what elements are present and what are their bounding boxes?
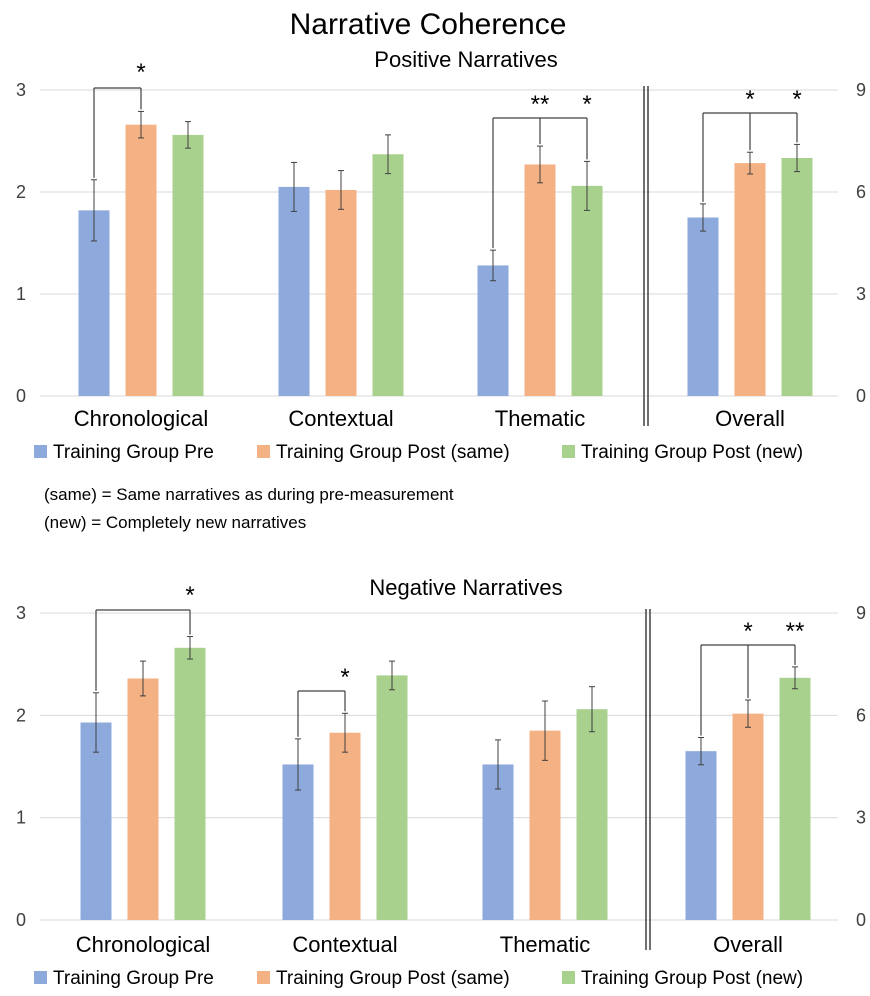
bar-contextual-training-group-post-same <box>325 189 357 396</box>
significance-marker: * <box>185 582 194 609</box>
significance-marker: ** <box>786 618 805 645</box>
bar-chronological-training-group-post-new <box>174 647 206 920</box>
left-axis-tick-label: 1 <box>16 808 26 828</box>
right-axis-tick-label: 3 <box>856 808 866 828</box>
right-axis-tick-label: 6 <box>856 182 866 202</box>
legend-label-training-group-post-new: Training Group Post (new) <box>581 442 803 463</box>
legend-label-training-group-pre: Training Group Pre <box>53 442 214 463</box>
bar-overall-training-group-pre <box>687 217 719 396</box>
significance-marker: * <box>792 86 801 113</box>
category-label-contextual: Contextual <box>292 932 397 957</box>
right-axis-tick-label: 0 <box>856 386 866 406</box>
category-label-chronological: Chronological <box>74 406 209 431</box>
bar-thematic-training-group-pre <box>477 265 509 396</box>
bar-thematic-training-group-post-same <box>524 164 556 396</box>
legend-notes: (same) = Same narratives as during pre-m… <box>44 485 454 532</box>
bar-contextual-training-group-post-new <box>376 675 408 920</box>
right-axis-tick-label: 9 <box>856 80 866 100</box>
left-axis-tick-label: 3 <box>16 603 26 623</box>
legend-swatch-training-group-pre <box>34 445 47 458</box>
left-axis-tick-label: 0 <box>16 910 26 930</box>
negative-narratives-panel: Negative Narratives 0 1 2 3 0 3 6 9 Chronological… <box>16 575 866 957</box>
bar-chronological-training-group-post-same <box>125 124 157 397</box>
left-axis-tick-label: 3 <box>16 80 26 100</box>
figure-title: Narrative Coherence <box>290 8 567 41</box>
legend-swatch-training-group-post-new <box>562 445 575 458</box>
bar-contextual-training-group-pre <box>278 186 310 396</box>
bar-chronological-training-group-post-same <box>127 678 159 920</box>
category-label-thematic: Thematic <box>500 932 590 957</box>
bar-overall-training-group-pre <box>685 751 717 920</box>
legend-top: Training Group Pre Training Group Post (s… <box>34 442 803 463</box>
category-label-overall: Overall <box>713 932 783 957</box>
note-same: (same) = Same narratives as during pre-m… <box>44 485 454 504</box>
legend-swatch-training-group-post-new <box>562 971 575 984</box>
right-axis-tick-label: 0 <box>856 910 866 930</box>
right-axis-tick-label: 3 <box>856 284 866 304</box>
left-axis-tick-label: 2 <box>16 705 26 725</box>
bar-thematic-training-group-post-same <box>529 730 561 920</box>
category-label-chronological: Chronological <box>76 932 211 957</box>
bar-overall-training-group-post-new <box>779 677 811 920</box>
significance-marker: * <box>582 91 591 118</box>
significance-marker: ** <box>531 91 550 118</box>
significance-marker: * <box>340 664 349 691</box>
left-axis-tick-label: 0 <box>16 386 26 406</box>
bar-thematic-training-group-post-new <box>576 709 608 920</box>
bar-thematic-training-group-post-new <box>571 185 603 396</box>
legend-label-training-group-post-same: Training Group Post (same) <box>276 442 510 463</box>
bar-contextual-training-group-post-new <box>372 154 404 396</box>
bar-overall-training-group-post-same <box>734 163 766 396</box>
bar-overall-training-group-post-same <box>732 713 764 920</box>
panel-title: Negative Narratives <box>369 575 562 600</box>
note-new: (new) = Completely new narratives <box>44 513 306 532</box>
legend-swatch-training-group-post-same <box>257 445 270 458</box>
positive-narratives-panel: Positive Narratives 0 1 2 3 0 3 6 9 Chronological… <box>16 47 866 431</box>
legend-swatch-training-group-post-same <box>257 971 270 984</box>
category-label-thematic: Thematic <box>495 406 585 431</box>
category-label-overall: Overall <box>715 406 785 431</box>
panel-title: Positive Narratives <box>374 47 557 72</box>
right-axis-tick-label: 9 <box>856 603 866 623</box>
significance-marker: * <box>136 59 145 86</box>
significance-marker: * <box>745 86 754 113</box>
bar-thematic-training-group-pre <box>482 764 514 920</box>
category-label-contextual: Contextual <box>288 406 393 431</box>
legend-bottom: Training Group Pre Training Group Post (s… <box>34 968 803 989</box>
bar-contextual-training-group-post-same <box>329 732 361 920</box>
legend-label-training-group-post-new: Training Group Post (new) <box>581 968 803 989</box>
bar-chronological-training-group-post-new <box>172 134 204 396</box>
bar-chronological-training-group-pre <box>80 722 112 920</box>
legend-label-training-group-post-same: Training Group Post (same) <box>276 968 510 989</box>
legend-swatch-training-group-pre <box>34 971 47 984</box>
significance-marker: * <box>743 618 752 645</box>
legend-label-training-group-pre: Training Group Pre <box>53 968 214 989</box>
left-axis-tick-label: 2 <box>16 182 26 202</box>
bar-overall-training-group-post-new <box>781 158 813 396</box>
left-axis-tick-label: 1 <box>16 284 26 304</box>
right-axis-tick-label: 6 <box>856 705 866 725</box>
